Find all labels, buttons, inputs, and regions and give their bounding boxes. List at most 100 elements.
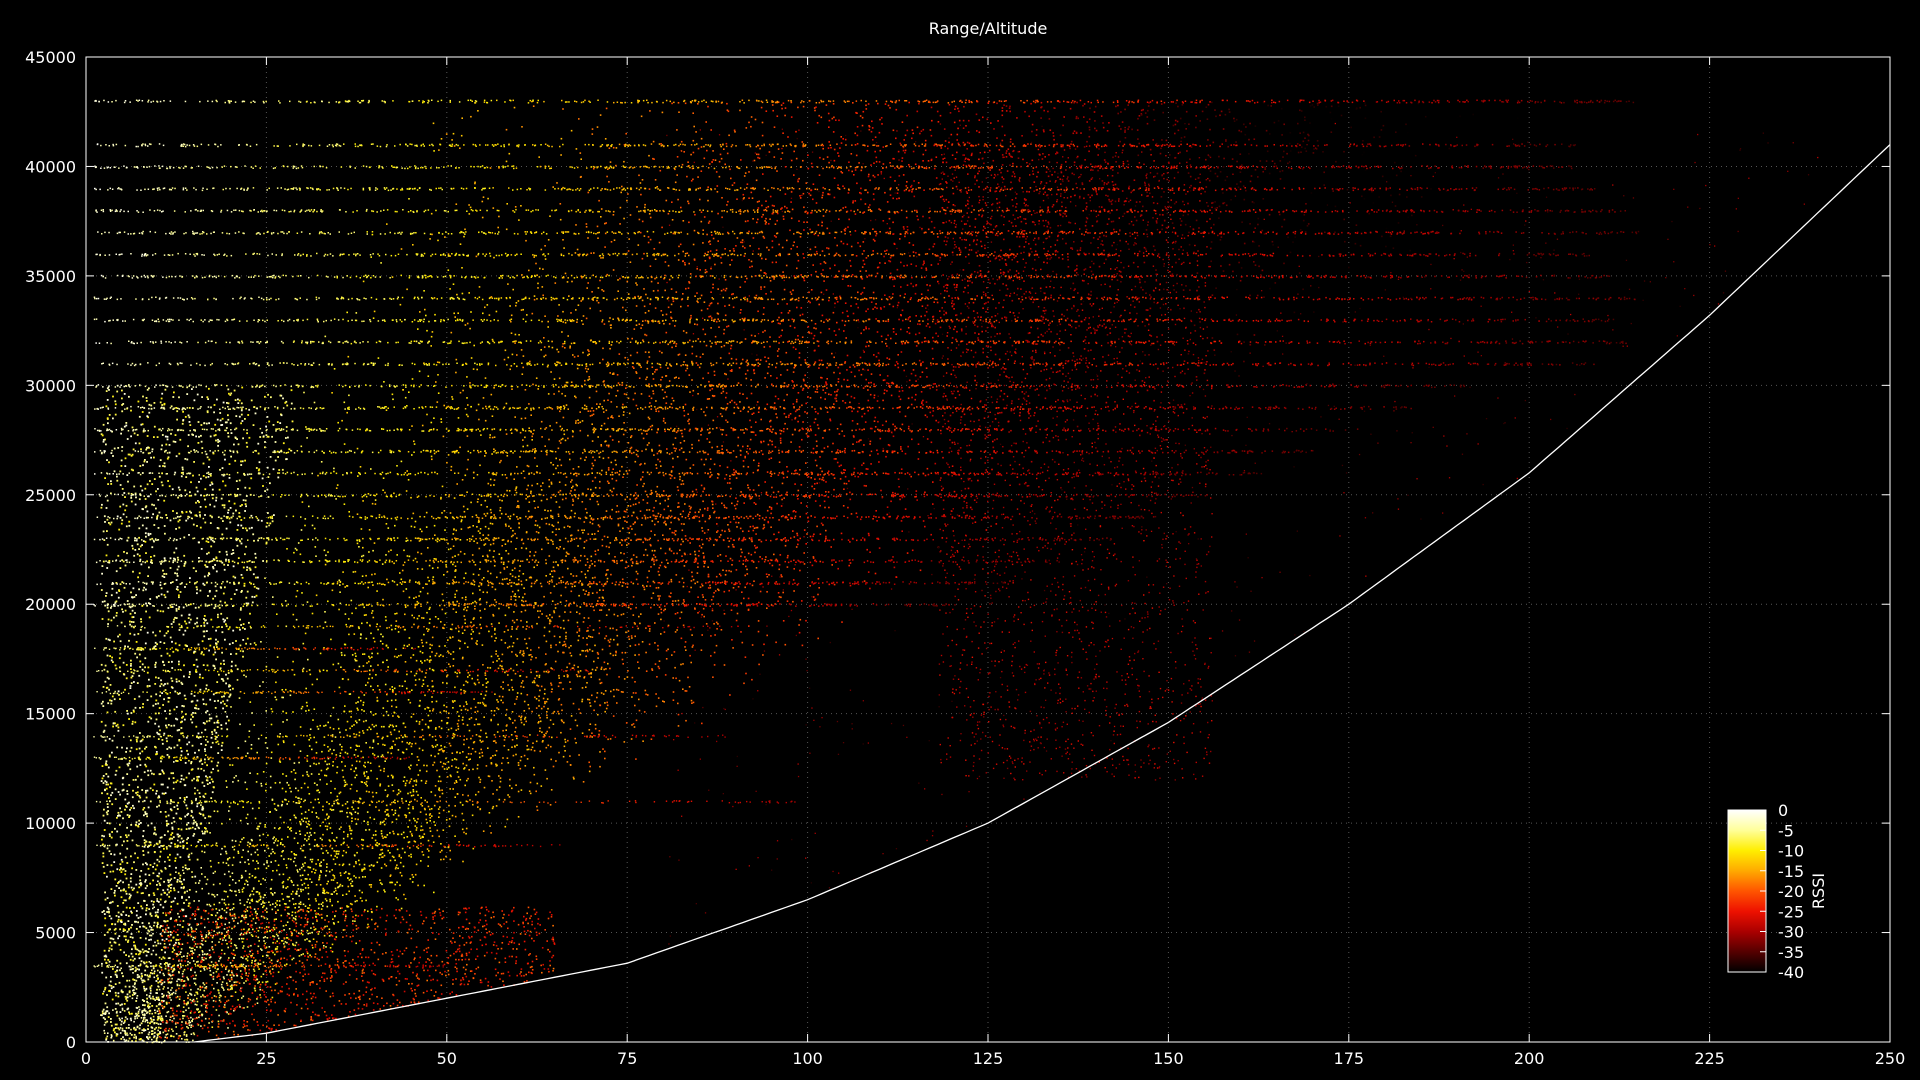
scatter-point [639,377,641,379]
scatter-point [151,1039,153,1041]
scatter-point [273,836,275,838]
scatter-point [355,653,357,655]
scatter-point [676,129,678,131]
scatter-point [1319,293,1321,295]
scatter-point [534,678,536,680]
scatter-point [449,288,451,290]
scatter-point [747,370,749,372]
scatter-point [1082,105,1084,107]
scatter-point [240,650,242,652]
scatter-point [922,371,924,373]
scatter-point [412,874,414,876]
scatter-point [545,653,547,655]
scatter-point [1482,193,1484,195]
scatter-point [412,785,414,787]
scatter-point [983,189,985,191]
scatter-point [315,870,317,872]
scatter-point [300,806,302,808]
scatter-point [339,864,341,866]
scatter-point [516,492,518,494]
scatter-point [986,345,988,347]
scatter-point [678,600,680,602]
scatter-point [295,788,297,790]
scatter-point [437,744,439,746]
scatter-point [318,931,320,933]
scatter-point [716,427,718,429]
scatter-point [347,721,349,723]
scatter-point [1479,149,1481,151]
scatter-point [501,639,503,641]
scatter-point [481,579,483,581]
scatter-point [619,530,621,532]
scatter-point [1099,324,1101,326]
scatter-point [1068,222,1070,224]
scatter-point [745,172,747,174]
scatter-point [179,924,181,926]
scatter-point [1061,164,1063,166]
scatter-point [1022,230,1024,232]
scatter-point [815,411,817,413]
scatter-point [430,659,432,661]
scatter-point [633,596,635,598]
scatter-point [705,459,707,461]
scatter-point [475,706,477,708]
scatter-point [334,850,336,852]
scatter-point [1040,288,1042,290]
scatter-point [380,262,382,264]
scatter-point [743,460,745,462]
scatter-point [592,563,594,565]
scatter-point [763,307,765,309]
scatter-point [558,686,560,688]
scatter-point [1048,328,1050,330]
scatter-point [643,253,645,255]
scatter-point [480,693,482,695]
scatter-point [237,804,239,806]
scatter-point [451,396,453,398]
scatter-point [751,426,753,428]
scatter-point [563,417,565,419]
scatter-point [607,418,609,420]
scatter-point [926,311,928,313]
scatter-point [917,111,919,113]
scatter-point [587,237,589,239]
scatter-point [1130,235,1132,237]
scatter-point [931,120,933,122]
scatter-point [279,900,281,902]
scatter-point [728,325,730,327]
scatter-point [439,812,441,814]
scatter-point [462,390,464,392]
scatter-point [490,573,492,575]
scatter-point [439,806,441,808]
scatter-point [725,374,727,376]
scatter-point [580,300,582,302]
scatter-point [592,523,594,525]
scatter-point [816,251,818,253]
scatter-point [982,208,984,210]
scatter-point [355,818,357,820]
scatter-point [452,579,454,581]
scatter-point [512,530,514,532]
scatter-point [290,819,292,821]
scatter-point [796,399,798,401]
scatter-point [267,981,269,983]
scatter-point [173,1036,175,1038]
scatter-point [976,130,978,132]
scatter-point [581,529,583,531]
scatter-point [850,305,852,307]
scatter-point [316,595,318,597]
scatter-point [531,439,533,441]
scatter-point [234,982,236,984]
scatter-point [262,982,264,984]
scatter-point [820,561,822,563]
scatter-point [810,477,812,479]
scatter-point [907,284,909,286]
scatter-point [659,660,661,662]
scatter-point [1124,131,1126,133]
scatter-point [421,826,423,828]
scatter-point [735,245,737,247]
scatter-point [911,397,913,399]
scatter-point [735,508,737,510]
scatter-point [717,623,719,625]
scatter-point [590,636,592,638]
scatter-point [465,701,467,703]
